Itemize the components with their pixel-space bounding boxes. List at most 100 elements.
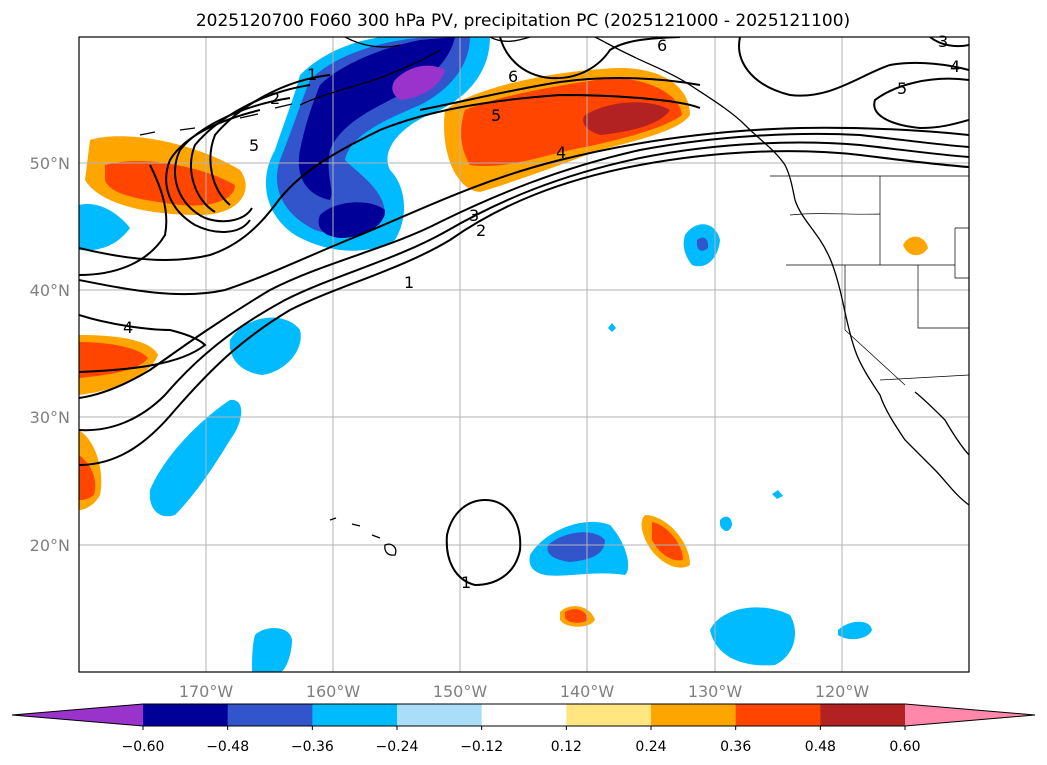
border-ca-nv (844, 265, 906, 386)
precip-blob-gulf-alaska-max (583, 102, 670, 135)
colorbar-segment (397, 704, 483, 726)
precip-neg-small-2 (772, 490, 783, 499)
colorbar-segment (820, 704, 906, 726)
precip-neg-southeast (710, 607, 795, 666)
pv-label-5c: 5 (897, 79, 907, 98)
pv-contour-labels: 1 2 5 3 2 1 4 5 6 6 5 4 3 1 4 (123, 32, 960, 592)
pv-contour-5-main (79, 93, 701, 261)
latitude-labels: 50°N 40°N 30°N 20°N (30, 154, 70, 555)
pv-label-5b: 5 (491, 106, 501, 125)
coastlines (139, 37, 969, 556)
pv-contour-5-ne (738, 37, 969, 97)
precip-neg-far-east (838, 621, 872, 640)
pv-contour-ne-corner (929, 37, 969, 48)
precip-blob-idaho (903, 236, 928, 256)
colorbar-tick-label: 0.12 (551, 739, 582, 755)
coastline-hawaii (329, 517, 397, 556)
border-wa-or (789, 213, 881, 216)
pv-contour-trough-3 (190, 84, 311, 213)
border-small-box (954, 227, 969, 279)
coastline-north-america (594, 37, 969, 506)
state-borders (770, 175, 969, 386)
pv-label-1c: 1 (461, 573, 471, 592)
pv-contour-trough-5 (79, 164, 168, 276)
precip-blob-west-midlat-core (105, 161, 235, 206)
precip-neg-mid-lat (229, 317, 301, 375)
pv-label-3b: 3 (938, 32, 948, 51)
precip-blob-west-edge-core (79, 342, 148, 378)
precip-neg-small-3 (608, 323, 616, 332)
precip-neg-south-west (252, 628, 292, 672)
pv-contour-ridge-north (419, 77, 701, 111)
colorbar-segment (566, 704, 652, 726)
lon-label-120w: 120°W (815, 682, 870, 701)
colorbar-tick-label: −0.12 (460, 739, 503, 755)
colorbar-tick-label: 0.60 (889, 739, 920, 755)
colorbar-segment (651, 704, 737, 726)
precip-neg-subtropic-core (547, 532, 605, 562)
pv-label-4b: 4 (950, 57, 960, 76)
colorbar-extend-min (12, 704, 143, 726)
precip-blob-small-south-core (565, 609, 588, 623)
pv-label-6a: 6 (508, 67, 518, 86)
longitude-labels: 170°W 160°W 150°W 140°W 130°W 120°W (179, 682, 870, 701)
pv-label-5a: 5 (249, 136, 259, 155)
pv-label-1b: 1 (404, 273, 414, 292)
lat-label-40n: 40°N (30, 281, 70, 300)
coastline-alaska-south (344, 37, 531, 48)
map-panel: 1 2 5 3 2 1 4 5 6 6 5 4 3 1 4 (78, 32, 970, 673)
colorbar-tick-label: 0.24 (635, 739, 666, 755)
colorbar-segment (143, 704, 229, 726)
precip-neg-main-core2 (318, 202, 385, 238)
colorbar-segment (735, 704, 821, 726)
precip-neg-diagonal (149, 399, 242, 517)
lon-label-140w: 140°W (560, 682, 615, 701)
precipitation-shading (79, 37, 928, 672)
pv-contour-trough-2 (174, 97, 291, 223)
colorbar-extend-max (905, 704, 1035, 726)
coastline-baja-gulf (914, 391, 969, 456)
lat-label-50n: 50°N (30, 154, 70, 173)
colorbar-tick-label: −0.24 (376, 739, 419, 755)
colorbar-segment (312, 704, 398, 726)
border-nv (917, 265, 969, 329)
pv-label-4a: 4 (123, 318, 133, 337)
colorbar-tick-label: 0.48 (805, 739, 836, 755)
pv-contour-4-west (79, 314, 207, 373)
colorbar-tick-label: 0.36 (720, 739, 751, 755)
lat-label-30n: 30°N (30, 408, 70, 427)
pv-contour-3-main (79, 132, 969, 399)
colorbar-tick-label: −0.60 (122, 739, 165, 755)
plot-title: 2025120700 F060 300 hPa PV, precipitatio… (196, 11, 850, 31)
colorbar: −0.60 −0.48 −0.36 −0.24 −0.12 0.12 0.24 0.36 0.4… (11, 703, 1036, 755)
lon-label-160w: 160°W (306, 682, 361, 701)
pv-contour-1-main (79, 150, 969, 466)
precip-neg-small-1 (720, 516, 732, 531)
coastline-aleutians (139, 49, 441, 136)
precip-blob-sw-core (79, 455, 96, 500)
precip-neg-west-edge (79, 204, 130, 251)
pv-label-6b: 6 (657, 36, 667, 55)
colorbar-segment (481, 704, 567, 726)
precip-neg-near-coast-core (697, 237, 709, 251)
pv-contour-2-main (79, 141, 969, 432)
pv-label-3a: 3 (469, 206, 479, 225)
pv-contour-4-main (79, 126, 969, 296)
pv-label-2a: 2 (270, 89, 280, 108)
pv-contour-trough-4 (209, 74, 331, 206)
colorbar-segment (227, 704, 313, 726)
lon-label-170w: 170°W (179, 682, 234, 701)
lon-label-130w: 130°W (688, 682, 743, 701)
pv-label-4c: 4 (556, 143, 566, 162)
pv-contour-5-ne-closed (873, 77, 969, 130)
pv-contour-6 (499, 37, 681, 80)
precip-neg-main-max (392, 65, 445, 100)
colorbar-tick-label: −0.48 (206, 739, 249, 755)
lon-label-150w: 150°W (433, 682, 488, 701)
border-mx (879, 374, 969, 381)
pv-label-2b: 2 (476, 221, 486, 240)
pv-contours (79, 37, 969, 587)
map-frame (78, 36, 970, 673)
precip-blob-subtropic-core (652, 522, 683, 561)
